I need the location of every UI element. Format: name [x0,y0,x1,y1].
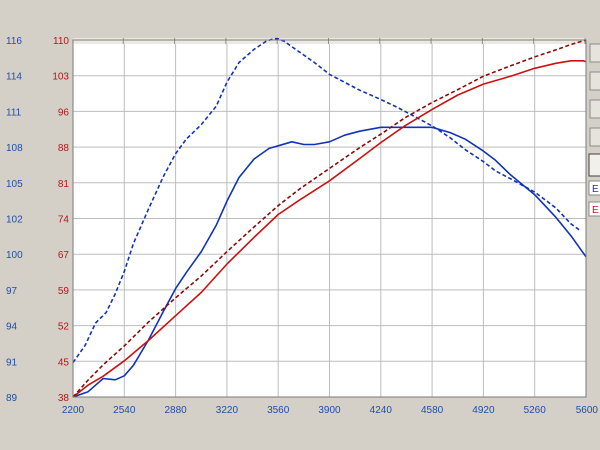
legend-label: E [592,205,599,216]
y-red-tick-label: 103 [52,72,69,83]
y-red-tick-label: 52 [58,322,70,333]
series-line-3-solid [72,59,587,398]
side-panel-button-4[interactable] [589,127,600,147]
y-left-tick-label: 100 [6,250,23,261]
y-red-tick-label: 110 [53,36,69,47]
x-tick-label: 5260 [524,405,547,416]
side-panel-button-3[interactable] [589,99,600,119]
series-line-4-dashed [72,39,587,398]
side-panel-button-2[interactable] [589,71,600,91]
y-left-tick-label: 97 [6,286,18,297]
y-red-tick-label: 96 [58,107,70,118]
x-tick-label: 2540 [113,405,136,416]
x-tick-label: 2880 [164,405,187,416]
side-panel-active-button[interactable] [588,153,600,177]
x-tick-label: 3560 [267,405,290,416]
plot-border [72,39,587,398]
legend-swatch-box [588,180,600,196]
x-tick-label: 4580 [421,405,444,416]
x-axis-ticks: 2200 2540 2880 3220 3560 3900 4240 4580 4920 5260… [62,405,599,416]
legend-swatch-box [588,201,600,217]
y-left-tick-label: 94 [6,322,18,333]
y-left-tick-label: 108 [6,143,23,154]
series-line-1-solid [72,126,587,398]
y-axis-red-ticks: 110 103 96 88 81 74 67 59 52 45 38 [52,36,69,404]
side-panel-button-1[interactable] [589,43,600,63]
y-axis-left-ticks: 116 114 111 108 105 102 100 97 94 91 89 [6,36,23,404]
y-red-tick-label: 38 [58,393,70,404]
y-left-tick-label: 111 [6,107,22,118]
y-left-tick-label: 116 [6,36,22,47]
legend-entry: E [588,201,600,217]
toolbar-strip [73,38,586,44]
x-tick-label: 5600 [576,405,599,416]
top-toolbar-strip [73,38,586,44]
y-red-tick-label: 81 [58,179,70,190]
x-tick-label: 4240 [370,405,393,416]
x-tick-label: 2200 [62,405,85,416]
right-side-panel: EE [588,43,600,217]
y-red-tick-label: 67 [58,250,70,261]
legend-label: E [592,184,599,195]
y-red-tick-label: 59 [58,286,70,297]
y-red-tick-label: 88 [58,143,70,154]
y-red-tick-label: 45 [58,357,70,368]
x-tick-label: 3220 [216,405,239,416]
y-left-tick-label: 102 [6,215,23,226]
y-left-tick-label: 114 [6,72,22,83]
y-red-tick-label: 74 [58,215,70,226]
y-left-tick-label: 91 [6,357,18,368]
legend-entry: E [588,180,600,196]
y-left-tick-label: 105 [6,179,23,190]
x-tick-label: 3900 [318,405,341,416]
y-left-tick-label: 89 [6,393,18,404]
x-tick-label: 4920 [472,405,495,416]
